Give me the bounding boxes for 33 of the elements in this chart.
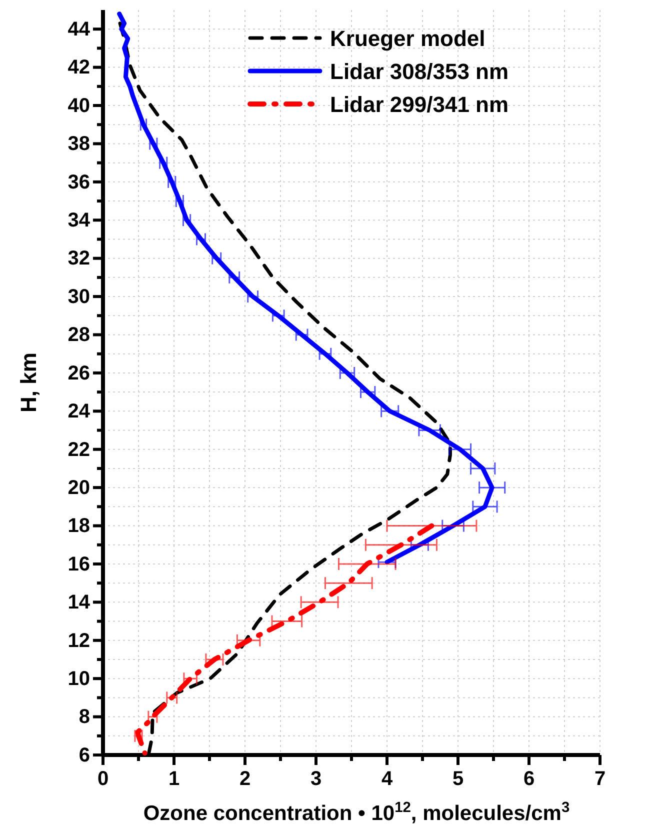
legend-label: Lidar 299/341 nm: [330, 92, 509, 117]
y-tick-label: 34: [68, 210, 91, 232]
y-tick-label: 26: [68, 362, 90, 384]
y-tick-label: 24: [68, 400, 91, 423]
y-tick-label: 44: [68, 18, 91, 41]
x-tick-label: 0: [97, 768, 109, 790]
x-tick-label: 6: [523, 768, 535, 790]
y-axis-title: H, km: [16, 352, 41, 412]
y-tick-label: 16: [68, 553, 90, 576]
x-tick-label: 5: [452, 768, 464, 790]
y-tick-label: 14: [68, 592, 91, 614]
x-tick-label: 3: [310, 768, 322, 790]
y-tick-label: 18: [68, 515, 90, 538]
y-tick-label: 36: [68, 171, 90, 194]
x-tick-label: 4: [381, 768, 394, 790]
y-tick-label: 22: [68, 438, 90, 461]
y-tick-label: 6: [78, 744, 90, 766]
y-tick-label: 8: [78, 706, 90, 728]
y-tick-label: 32: [68, 248, 90, 270]
x-tick-label: 2: [239, 768, 251, 790]
y-tick-label: 12: [68, 630, 90, 652]
y-tick-label: 10: [68, 668, 90, 690]
legend-label: Lidar 308/353 nm: [330, 59, 509, 84]
x-tick-label: 7: [594, 768, 606, 790]
y-tick-label: 40: [68, 94, 90, 117]
y-tick-label: 38: [68, 133, 90, 156]
y-tick-label: 42: [68, 56, 90, 79]
y-tick-label: 30: [68, 286, 90, 308]
x-tick-label: 1: [168, 768, 180, 790]
y-tick-label: 20: [68, 476, 90, 499]
x-axis-title: Ozone concentration • 10$^{12}$, molecules/cm$^{3}$: [143, 800, 570, 825]
y-tick-label: 28: [68, 324, 90, 346]
legend-label: Krueger model: [330, 26, 486, 51]
